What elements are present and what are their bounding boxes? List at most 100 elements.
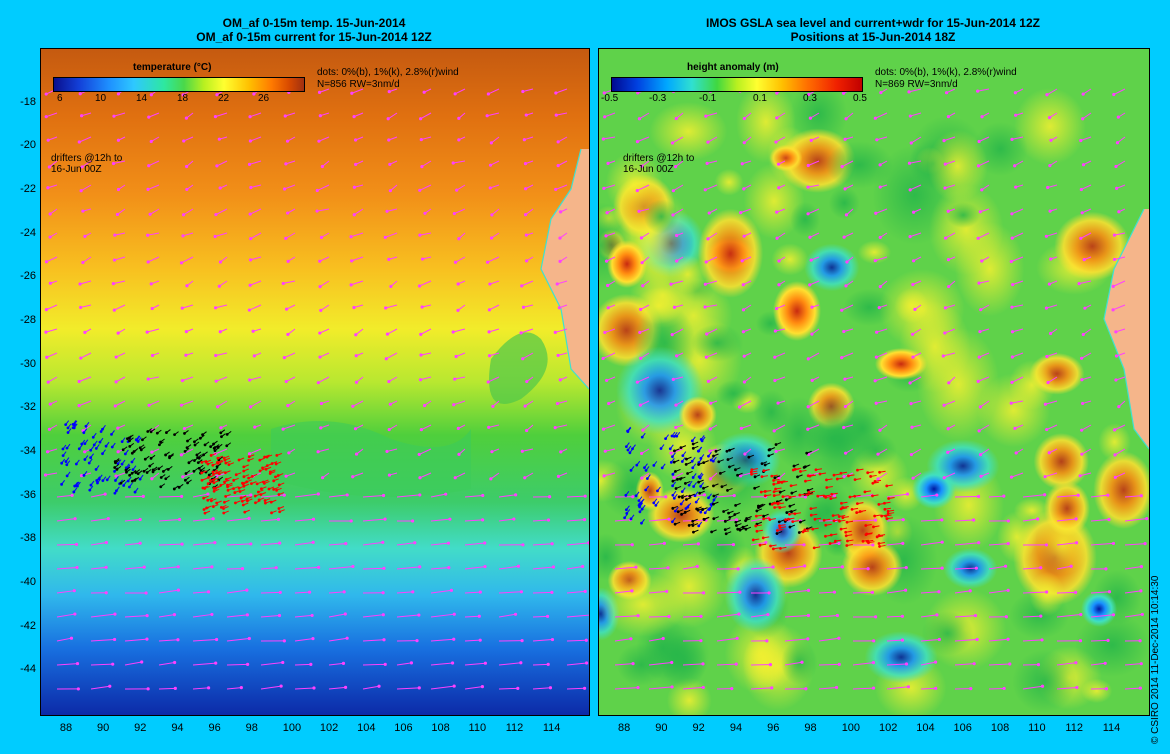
drifter-dot [718, 471, 722, 475]
current-arrow [249, 160, 262, 165]
anomaly-blob [1093, 451, 1149, 529]
drifter-dot [858, 510, 862, 513]
current-arrow-head [351, 564, 355, 569]
current-arrow-head [457, 116, 461, 120]
current-arrow-head [901, 541, 905, 545]
current-arrow [147, 256, 160, 263]
drifter-dot [669, 460, 673, 464]
current-arrow-head [776, 162, 781, 166]
current-arrow-head [1014, 113, 1018, 117]
drifter-dot [886, 512, 890, 516]
current-arrow [487, 256, 500, 263]
current-arrow [489, 352, 500, 357]
drifter-dot [691, 442, 695, 446]
current-arrow [328, 591, 345, 594]
current-arrow-head [907, 90, 911, 94]
current-arrow [944, 328, 956, 334]
current-arrow-head [184, 330, 188, 334]
drifter-dot [222, 511, 226, 515]
drifter-dot [215, 465, 219, 469]
current-arrow-head [875, 330, 879, 334]
drifter-dot [115, 467, 119, 471]
current-arrow [1090, 591, 1110, 594]
current-arrow-head [709, 401, 713, 405]
current-arrow-head [450, 661, 455, 665]
current-arrow [124, 615, 148, 618]
current-arrow-head [742, 141, 746, 145]
current-arrow-head [1111, 613, 1116, 617]
longitude-tick-label: 100 [282, 722, 302, 734]
current-arrow-head [147, 403, 151, 407]
longitude-tick-label: 104 [916, 722, 935, 734]
drifter-dot [887, 497, 891, 500]
current-arrow-head [512, 517, 516, 521]
current-arrow-head [213, 234, 217, 239]
current-arrow-head [449, 588, 454, 592]
drifter-dot [672, 496, 676, 500]
current-arrow-head [872, 639, 876, 643]
drifter-dot [788, 495, 792, 499]
current-arrow [637, 184, 650, 192]
current-arrow-head [1074, 590, 1078, 594]
drifter-dot [92, 443, 96, 447]
current-arrow [498, 591, 522, 594]
drifter-dot [158, 443, 161, 447]
drifter-dot [187, 461, 191, 465]
current-arrow [113, 160, 126, 164]
current-arrow-head [488, 282, 492, 286]
drifter-dot [758, 543, 762, 547]
current-arrow [648, 542, 665, 546]
current-arrow [216, 160, 228, 167]
current-arrow-head [1112, 233, 1117, 237]
drifter-dot [99, 430, 103, 433]
current-arrow-head [550, 542, 554, 546]
drifter-dot [778, 506, 782, 510]
current-arrow-head [1013, 426, 1017, 430]
drifter-dot [660, 466, 664, 470]
drifter-dot [166, 467, 170, 471]
current-arrows-left [43, 88, 589, 691]
current-arrow-head [113, 612, 117, 616]
current-arrow-head [141, 494, 145, 498]
current-arrow-head [285, 139, 290, 143]
current-arrow [362, 685, 380, 690]
drifter-dot [728, 465, 731, 469]
current-arrow [818, 591, 835, 594]
current-arrow-head [601, 137, 605, 141]
current-arrow-head [73, 612, 77, 616]
current-arrow-head [311, 636, 315, 641]
drifter-dot [703, 511, 707, 515]
drifter-dot [699, 456, 703, 460]
drifter-dot [835, 477, 839, 481]
latitude-tick-label: -28 [20, 313, 36, 326]
current-arrow [456, 184, 466, 191]
current-arrow [464, 566, 486, 570]
anomaly-high [773, 281, 821, 341]
current-arrow [464, 519, 483, 522]
longitude-tick-label: 104 [357, 722, 376, 734]
current-arrow-head [742, 354, 746, 358]
current-arrow [1046, 304, 1058, 309]
longitude-tick-label: 96 [767, 722, 780, 734]
current-arrow-head [185, 164, 189, 169]
drifter-dot [690, 439, 694, 443]
coastline-left [540, 148, 589, 390]
current-arrow [114, 304, 126, 311]
current-arrow-head [1111, 308, 1115, 312]
drifter-dot [717, 460, 721, 464]
current-arrow [78, 400, 92, 407]
current-arrow-head [842, 329, 846, 334]
current-arrow-head [1044, 234, 1048, 238]
current-arrow [90, 518, 109, 522]
current-arrow [875, 376, 888, 382]
drifter-dot [869, 475, 873, 478]
colorbar-tick: 26 [258, 93, 270, 104]
current-arrow-head [947, 284, 951, 289]
current-arrow [1011, 376, 1024, 383]
drifter-dot [804, 479, 807, 483]
left-title-line1: OM_af 0-15m temp. 15-Jun-2014 [222, 16, 406, 30]
drifter-dot [277, 483, 281, 487]
current-arrow [319, 352, 330, 358]
current-arrow-head [81, 260, 85, 265]
drifter-dot [781, 495, 785, 499]
